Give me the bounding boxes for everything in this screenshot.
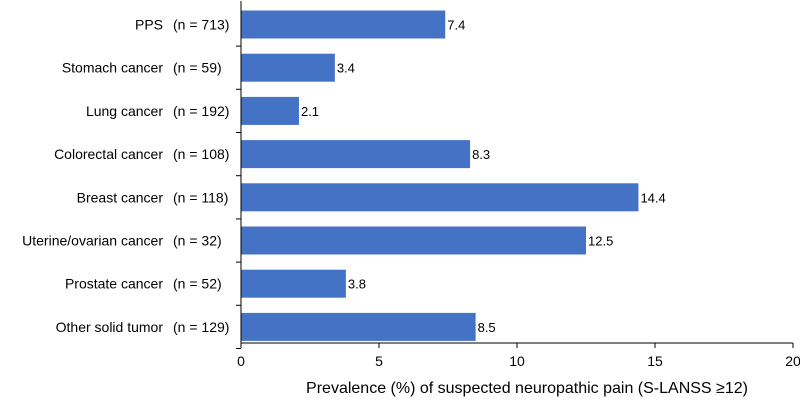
category-label-4: Breast cancer <box>77 189 164 205</box>
x-tick-label-3: 15 <box>647 353 663 369</box>
x-tick-label-4: 20 <box>785 353 800 369</box>
sample-size-label-1: (n = 59) <box>173 60 222 76</box>
bar-6 <box>241 269 346 298</box>
value-label-3: 8.3 <box>472 147 490 162</box>
bar-2 <box>241 96 299 125</box>
x-tick-label-0: 0 <box>237 353 245 369</box>
category-label-3: Colorectal cancer <box>54 146 163 162</box>
sample-size-label-7: (n = 129) <box>173 319 229 335</box>
value-label-1: 3.4 <box>337 61 355 76</box>
value-label-6: 3.8 <box>348 277 366 292</box>
sample-size-label-0: (n = 713) <box>173 17 229 33</box>
sample-size-label-3: (n = 108) <box>173 146 229 162</box>
x-axis-title: Prevalence (%) of suspected neuropathic … <box>306 380 748 397</box>
x-tick-label-1: 5 <box>375 353 383 369</box>
sample-size-label-5: (n = 32) <box>173 233 222 249</box>
value-label-7: 8.5 <box>478 320 496 335</box>
category-label-6: Prostate cancer <box>65 276 163 292</box>
sample-size-label-4: (n = 118) <box>173 189 228 205</box>
value-label-0: 7.4 <box>447 18 465 33</box>
value-label-2: 2.1 <box>301 104 319 119</box>
bars: 7.4 3.4 2.1 8.3 14.4 12.5 3.8 8.5 <box>241 10 666 341</box>
bar-1 <box>241 53 335 82</box>
value-label-5: 12.5 <box>588 234 613 249</box>
category-label-0: PPS <box>135 17 163 33</box>
sample-size-label-2: (n = 192) <box>173 103 229 119</box>
x-tick-label-2: 10 <box>509 353 525 369</box>
category-label-1: Stomach cancer <box>62 60 163 76</box>
category-label-2: Lung cancer <box>86 103 163 119</box>
bar-4 <box>241 183 639 212</box>
category-label-7: Other solid tumor <box>56 319 164 335</box>
bar-0 <box>241 10 446 39</box>
value-label-4: 14.4 <box>640 190 665 205</box>
bar-3 <box>241 140 471 169</box>
bar-5 <box>241 226 586 255</box>
sample-size-label-6: (n = 52) <box>173 276 222 292</box>
x-ticks: 0 5 10 15 20 <box>236 45 800 369</box>
bar-7 <box>241 312 476 341</box>
category-labels: PPS (n = 713) Stomach cancer (n = 59) Lung c… <box>22 17 229 335</box>
category-label-5: Uterine/ovarian cancer <box>22 233 163 249</box>
